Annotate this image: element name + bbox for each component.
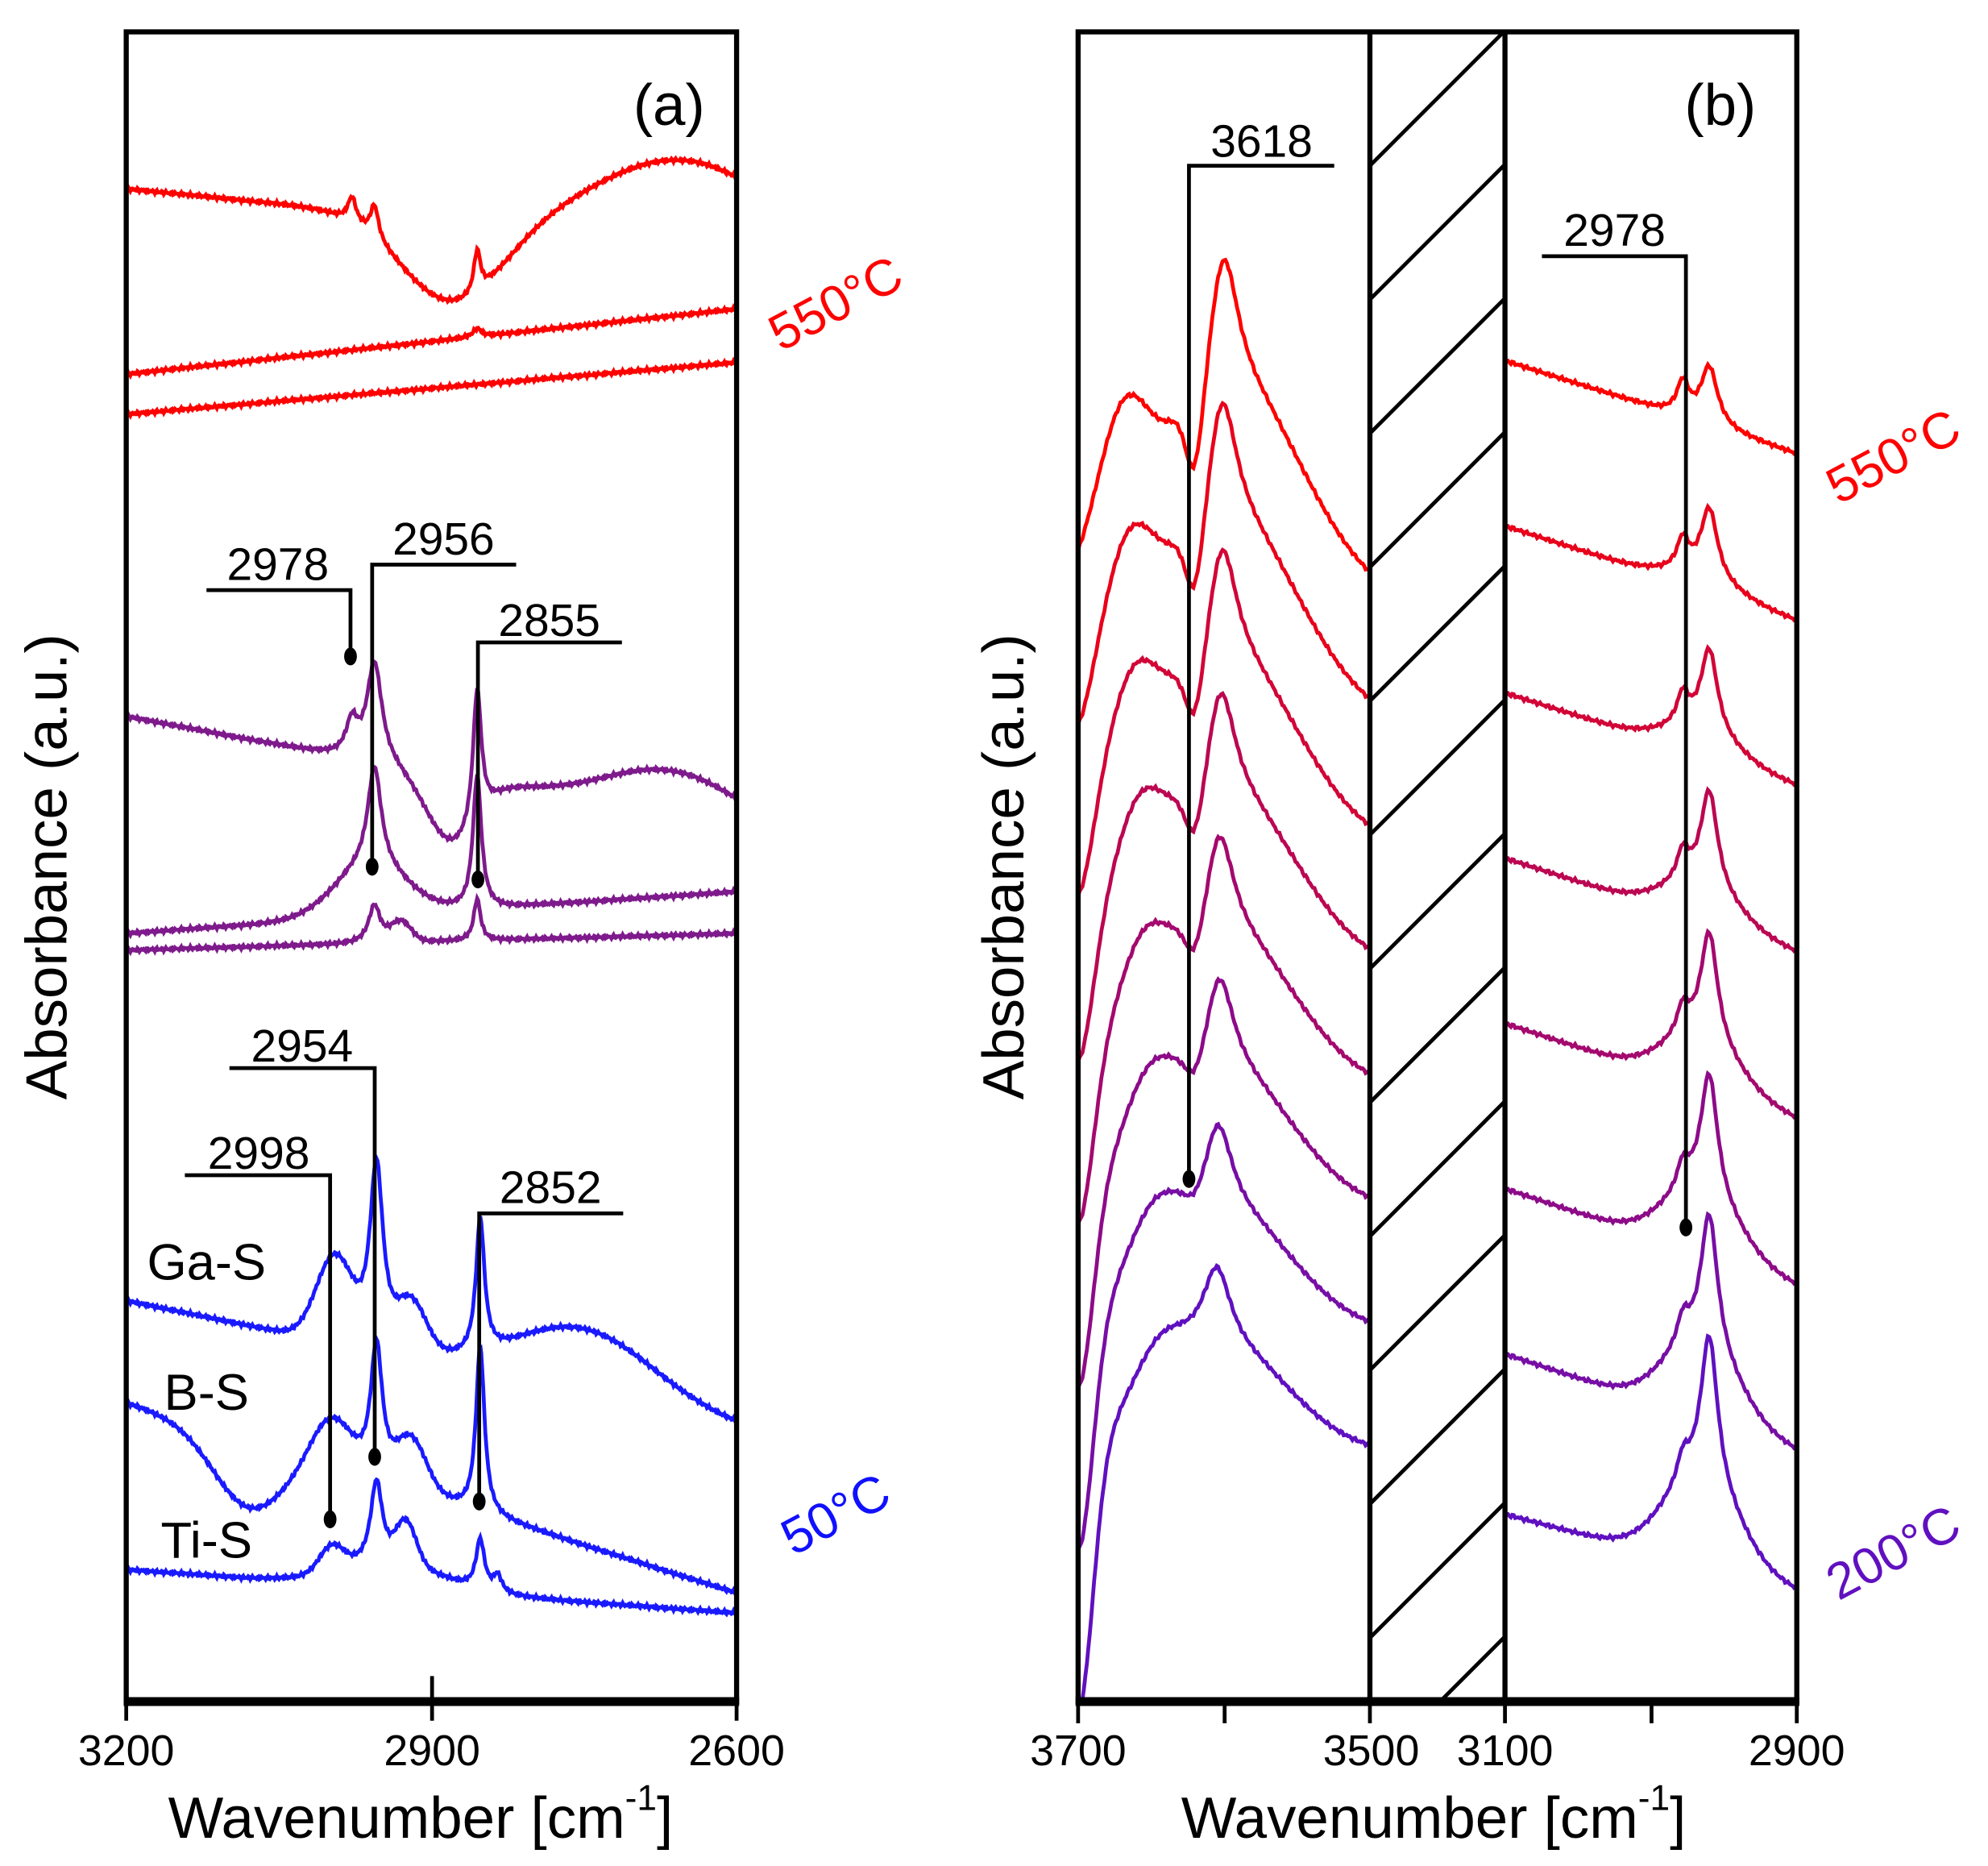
panel-b-curves: [1076, 257, 1798, 1704]
x-axis-label-superscript: -1: [625, 1778, 657, 1818]
spectrum-ch-region-6: [1504, 1211, 1798, 1451]
peak-marker: [1182, 1170, 1196, 1188]
hatch-line: [1368, 1367, 1507, 1506]
panel-a-curves: [125, 155, 739, 1619]
spectrum-ch-region-3: [1504, 786, 1797, 954]
peak-annotations: [1187, 164, 1688, 1228]
peak-marker: [365, 858, 379, 876]
panel-b-frame: [1075, 29, 1799, 1705]
hatch-line: [1368, 1501, 1507, 1640]
hatch-line: [1438, 1635, 1507, 1703]
peak-label: 2954: [251, 1020, 354, 1072]
hatch-line: [1368, 297, 1507, 435]
temperature-label-high: 550°C: [1817, 398, 1969, 515]
hatch-line: [1368, 430, 1507, 569]
spectrum-550-2: [125, 302, 739, 380]
peak-markers: [323, 647, 486, 1528]
y-axis-label: Absorbance (a.u.): [971, 634, 1036, 1099]
peak-marker: [1679, 1218, 1693, 1236]
spectrum-oh-region-6: [1076, 1121, 1372, 1552]
x-tick-label: 3700: [1030, 1727, 1127, 1775]
spectrum-oh-region-5: [1076, 976, 1372, 1390]
hatch-line: [1368, 966, 1507, 1104]
spectrum-ch-region-2: [1504, 644, 1797, 788]
annotation-leader: [1542, 254, 1688, 1228]
x-axis-label-text: Wavenumber [cm: [168, 1785, 625, 1851]
sample-label: B-S: [164, 1365, 249, 1421]
x-axis-label: Wavenumber [cm-1]: [1181, 1778, 1687, 1851]
panel-label: (b): [1684, 73, 1756, 138]
axis-break-hatch: [1368, 30, 1507, 1703]
peak-annotations: [185, 563, 624, 1519]
sample-label: Ga-S: [147, 1235, 266, 1291]
hatch-line: [1368, 163, 1507, 301]
spectrum-oh-region-1: [1076, 400, 1372, 726]
x-axis-label-text: Wavenumber [cm: [1181, 1785, 1638, 1851]
hatch-line: [1368, 1099, 1507, 1238]
spectrum-oh-region-4: [1076, 833, 1372, 1226]
panel-label: (a): [633, 73, 705, 138]
temperature-label-low: 200°C: [1817, 1494, 1969, 1611]
spectrum-550-3: [125, 356, 739, 420]
annotation-leader: [475, 640, 622, 880]
spectrum-mid-1: [125, 659, 738, 843]
peak-marker: [472, 1492, 486, 1511]
peak-marker: [368, 1448, 381, 1466]
hatch-line: [1368, 564, 1507, 703]
spectrum-oh-region-2: [1076, 547, 1372, 897]
spectrum-ch-region-4: [1504, 928, 1798, 1120]
x-axis-label: Wavenumber [cm-1]: [168, 1778, 674, 1851]
spectrum-ga-s: [125, 1153, 739, 1427]
annotation-leader: [229, 1066, 377, 1457]
annotation-leader: [477, 1211, 624, 1502]
x-axis-label-close: ]: [657, 1785, 673, 1851]
annotation-leader: [370, 563, 517, 867]
y-axis-label: Absorbance (a.u.): [14, 634, 79, 1099]
annotation-leader: [1187, 164, 1334, 1179]
sample-label: Ti-S: [160, 1512, 252, 1569]
spectrum-ti-s: [125, 1477, 739, 1619]
spectrum-ch-region-7: [1504, 1333, 1798, 1591]
panel-b: 3700 3500 3100 2900 Wavenumber [cm-1] Ab…: [971, 29, 1969, 1851]
x-axis-label-superscript: -1: [1638, 1778, 1670, 1818]
peak-label: 2978: [227, 538, 330, 590]
hatch-line: [1368, 832, 1507, 970]
peak-label: 2855: [498, 595, 600, 646]
hatch-line: [1368, 1233, 1507, 1372]
temperature-label-high: 550°C: [760, 245, 912, 362]
spectrum-ch-region-5: [1504, 1070, 1798, 1286]
x-tick-label: 3200: [78, 1727, 175, 1775]
spectrum-b-s: [125, 1335, 739, 1599]
x-tick-label: 2900: [384, 1727, 480, 1775]
spectrum-mid-3: [125, 892, 739, 957]
spectrum-oh-region-3: [1076, 691, 1372, 1063]
hatch-line: [1368, 30, 1505, 168]
peak-marker: [471, 871, 484, 889]
spectrum-mid-2: [125, 765, 739, 940]
temperature-label-low: 50°C: [772, 1463, 899, 1566]
annotation-leader: [206, 588, 353, 657]
spectrum-oh-region-0: [1076, 257, 1372, 573]
spectrum-ch-region-0: [1504, 358, 1797, 457]
peak-label: 2956: [392, 513, 495, 565]
x-tick-label: 2900: [1749, 1727, 1845, 1775]
spectrum-oh-region-7: [1077, 1262, 1372, 1704]
x-axis-label-close: ]: [1670, 1785, 1686, 1851]
x-tick-label: 2600: [688, 1727, 785, 1775]
spectrum-550-1: [125, 155, 739, 305]
peak-label: 2852: [500, 1162, 602, 1214]
spectrum-ch-region-1: [1504, 502, 1797, 623]
hatch-line: [1368, 698, 1507, 837]
peak-label: 3618: [1210, 115, 1313, 167]
panel-a-frame: [123, 29, 740, 1705]
x-tick-label: 3100: [1457, 1727, 1554, 1775]
peak-marker: [323, 1510, 337, 1528]
peak-label: 2978: [1563, 205, 1666, 256]
peak-marker: [344, 647, 357, 666]
x-tick-label: 3500: [1323, 1727, 1420, 1775]
panel-a: 3200 2900 2600 Wavenumber [cm-1] Absorba…: [14, 29, 912, 1851]
annotation-leader: [185, 1173, 333, 1519]
peak-label: 2998: [208, 1128, 310, 1179]
